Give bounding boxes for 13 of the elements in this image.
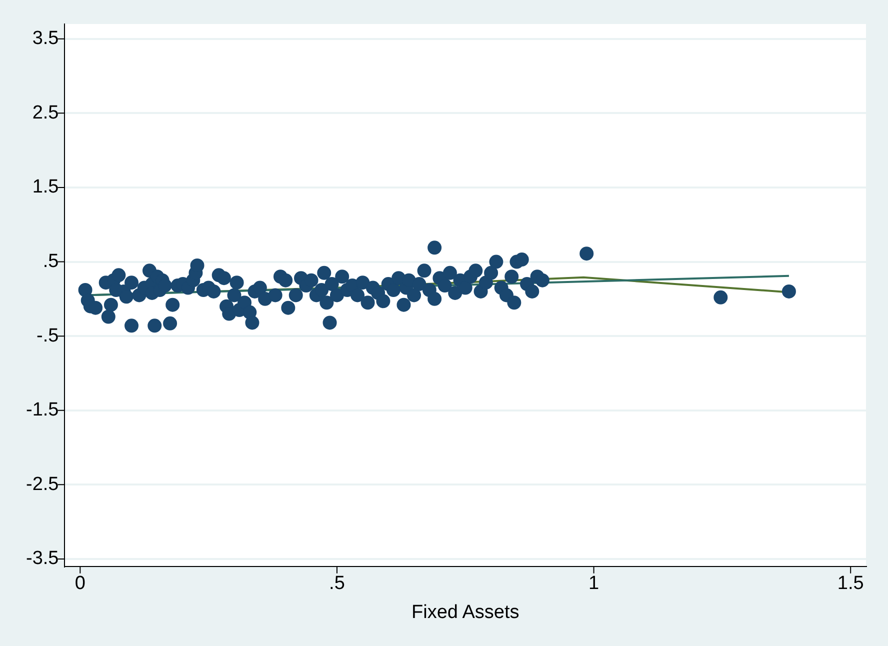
y-tick-label: -1.5	[26, 400, 59, 421]
x-tick-label: 1	[588, 573, 600, 594]
y-tick-label: 2.5	[32, 102, 59, 124]
y-tick-label: 1.5	[32, 176, 59, 198]
x-tick-label: 1.5	[837, 573, 864, 594]
x-tick-label: 0	[74, 573, 86, 594]
x-axis-title: Fixed Assets	[412, 602, 520, 623]
y-tick-label: -.5	[36, 325, 59, 346]
y-tick-label: .5	[42, 251, 59, 272]
x-tick-label: .5	[329, 573, 345, 594]
y-tick-label: -2.5	[26, 474, 59, 495]
y-tick-label: -3.5	[26, 548, 59, 570]
y-tick-label: 3.5	[32, 28, 59, 50]
